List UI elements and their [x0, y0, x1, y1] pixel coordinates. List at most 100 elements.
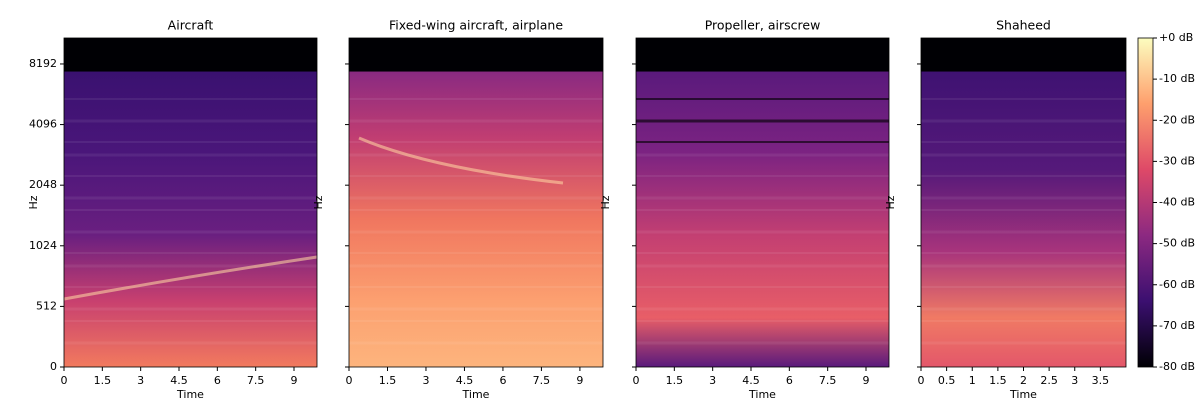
x-tick-label: 3 — [422, 374, 429, 387]
spectrogram-texture — [921, 320, 1126, 322]
x-tick-label: 0.5 — [938, 374, 956, 387]
x-tick-label: 7.5 — [247, 374, 265, 387]
spectrogram-texture — [349, 119, 603, 123]
spectrogram-texture — [64, 153, 317, 157]
colorbar-tick-label: -50 dB — [1159, 237, 1195, 250]
spectrogram-texture — [636, 175, 889, 177]
spectrogram-texture — [921, 209, 1126, 211]
x-axis-label: Time — [176, 388, 204, 401]
spectrogram-texture — [349, 341, 603, 345]
spectrogram-texture — [921, 175, 1126, 177]
x-tick-label: 1.5 — [666, 374, 684, 387]
y-axis-label: Hz — [884, 195, 897, 209]
x-tick-label: 6 — [786, 374, 793, 387]
y-axis-label: Hz — [27, 195, 40, 209]
x-tick-label: 6 — [214, 374, 221, 387]
spectrogram-texture — [636, 209, 889, 211]
spectrogram-texture — [349, 209, 603, 211]
spectrogram-texture — [64, 307, 317, 311]
x-tick-label: 1 — [969, 374, 976, 387]
spectrogram-texture — [636, 286, 889, 288]
y-tick-label: 4096 — [29, 118, 57, 131]
x-tick-label: 4.5 — [456, 374, 474, 387]
spectrogram-texture — [921, 307, 1126, 311]
spectrogram-texture — [349, 141, 603, 143]
x-tick-label: 1.5 — [379, 374, 397, 387]
spectrogram-texture — [349, 252, 603, 254]
spectrogram-texture — [64, 141, 317, 143]
colorbar-tick-label: +0 dB — [1159, 31, 1193, 44]
spectrogram-texture — [636, 141, 889, 143]
x-tick-label: 3 — [1071, 374, 1078, 387]
spectrogram-texture — [636, 341, 889, 345]
spectrogram-texture — [358, 136, 564, 185]
spectrogram-texture — [636, 307, 889, 311]
x-tick-label: 0 — [346, 374, 353, 387]
x-tick-label: 9 — [863, 374, 870, 387]
spectrogram-texture — [349, 175, 603, 177]
spectrogram-texture — [64, 252, 317, 254]
x-tick-label: 2.5 — [1040, 374, 1058, 387]
spectrogram-texture — [64, 119, 317, 123]
y-tick-label: 8192 — [29, 57, 57, 70]
spectrogram-texture — [64, 175, 317, 177]
x-axis-label: Time — [462, 388, 490, 401]
spectrogram-image — [64, 38, 317, 367]
spectrogram-image — [921, 38, 1126, 367]
x-axis-label: Time — [1009, 388, 1037, 401]
spectrogram-texture — [921, 341, 1126, 345]
x-tick-label: 4.5 — [742, 374, 760, 387]
spectrogram-texture — [349, 320, 603, 322]
y-axis-label: Hz — [312, 195, 325, 209]
spectrogram-texture — [64, 98, 317, 100]
spectrogram-texture — [64, 230, 317, 234]
x-tick-label: 0 — [633, 374, 640, 387]
spectrogram-texture — [921, 98, 1126, 100]
colorbar-tick-label: -70 dB — [1159, 319, 1195, 332]
spectrogram-texture — [64, 196, 317, 200]
spectrogram-texture — [636, 320, 889, 322]
spectrogram-texture — [349, 153, 603, 157]
y-tick-label: 2048 — [29, 178, 57, 191]
spectrogram-texture — [636, 196, 889, 200]
x-tick-label: 2 — [1020, 374, 1027, 387]
colorbar-tick-label: -60 dB — [1159, 278, 1195, 291]
spectrogram-texture — [349, 286, 603, 288]
x-tick-label: 0 — [918, 374, 925, 387]
x-tick-label: 9 — [576, 374, 583, 387]
spectrogram-texture — [921, 153, 1126, 157]
plot-frame — [348, 37, 604, 368]
spectrogram-texture — [64, 341, 317, 345]
y-tick-label: 0 — [50, 360, 57, 373]
spectrogram-texture — [636, 230, 889, 234]
y-axis-label: Hz — [599, 195, 612, 209]
spectrogram-texture — [921, 264, 1126, 268]
x-tick-label: 1.5 — [94, 374, 112, 387]
spectrogram-texture — [921, 230, 1126, 234]
spectrogram-texture — [349, 264, 603, 268]
panel-title: Shaheed — [996, 18, 1051, 33]
spectrogram-texture — [349, 98, 603, 100]
spectrogram-texture — [349, 230, 603, 234]
spectrogram-texture — [921, 252, 1126, 254]
spectrogram-texture — [349, 196, 603, 200]
spectrogram-texture — [636, 264, 889, 268]
spectrogram-texture — [64, 286, 317, 288]
x-tick-label: 7.5 — [819, 374, 837, 387]
spectrogram-image — [349, 38, 603, 367]
spectrogram-texture — [921, 141, 1126, 143]
x-tick-label: 3 — [709, 374, 716, 387]
x-tick-label: 0 — [61, 374, 68, 387]
x-tick-label: 7.5 — [533, 374, 551, 387]
spectrogram-texture — [921, 286, 1126, 288]
spectrogram-texture — [64, 209, 317, 211]
panel-title: Propeller, airscrew — [705, 18, 821, 33]
spectrogram-texture — [921, 119, 1126, 123]
colorbar-tick-label: -40 dB — [1159, 196, 1195, 209]
spectrogram-texture — [921, 196, 1126, 200]
x-tick-label: 4.5 — [170, 374, 188, 387]
x-tick-label: 1.5 — [989, 374, 1007, 387]
spectrogram-texture — [636, 119, 889, 123]
colorbar-tick-label: -30 dB — [1159, 154, 1195, 167]
